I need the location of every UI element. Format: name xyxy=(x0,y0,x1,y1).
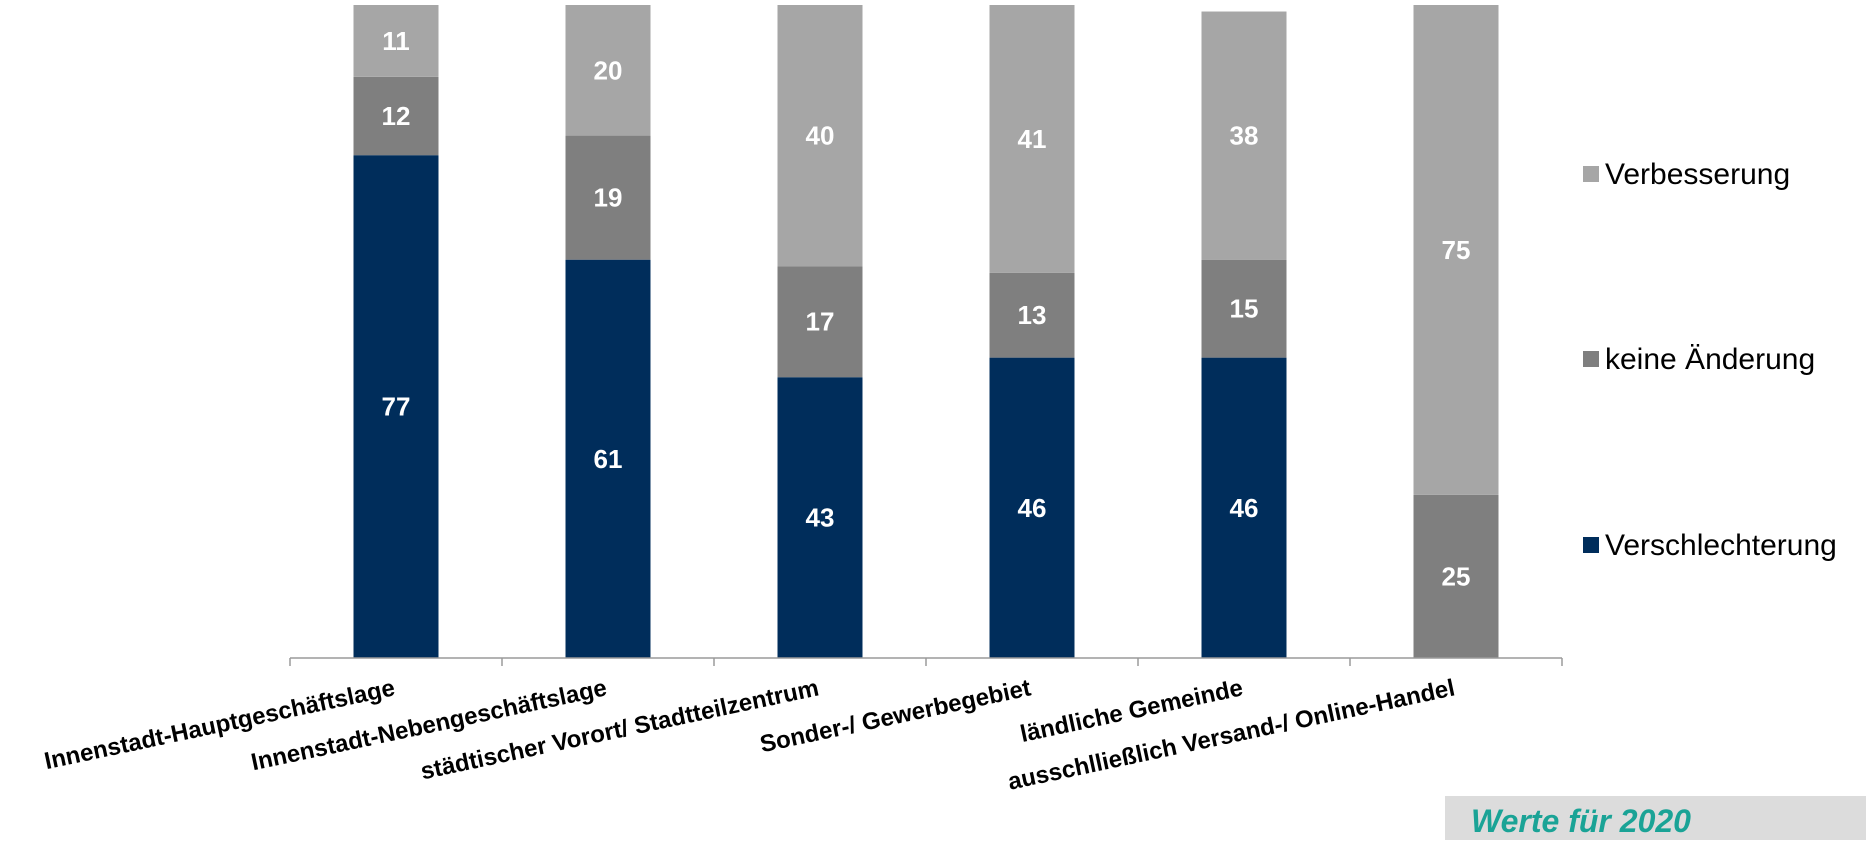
footnote-box: Werte für 2020 xyxy=(1445,796,1866,840)
bar-segment xyxy=(1201,357,1287,658)
x-tick-label: städtischer Vorort/ Stadtteilzentrum xyxy=(418,674,821,785)
data-label: 38 xyxy=(1230,121,1259,151)
data-label: 77 xyxy=(382,392,411,422)
legend-swatch xyxy=(1583,537,1599,553)
legend-label: Verbesserung xyxy=(1605,158,1790,191)
bar-segment xyxy=(565,135,651,260)
data-label: 11 xyxy=(382,26,410,56)
bar-segment xyxy=(353,76,439,156)
data-label: 75 xyxy=(1442,235,1471,265)
data-label: 40 xyxy=(806,121,835,151)
data-label: 12 xyxy=(382,101,411,131)
legend-label: keine Änderung xyxy=(1605,343,1815,376)
bar-segment xyxy=(1201,11,1287,260)
bar-segment xyxy=(565,259,651,658)
legend-swatch xyxy=(1583,166,1599,182)
data-label: 43 xyxy=(806,503,835,533)
legend-swatch xyxy=(1583,351,1599,367)
data-label: 15 xyxy=(1230,294,1259,324)
data-label: 13 xyxy=(1018,300,1047,330)
bar-segment xyxy=(1413,494,1499,658)
data-label: 25 xyxy=(1442,561,1471,591)
bar-segment xyxy=(989,5,1075,273)
bar-segment xyxy=(989,272,1075,358)
data-label: 61 xyxy=(594,444,623,474)
data-label: 46 xyxy=(1018,493,1047,523)
bar-segment xyxy=(1413,5,1499,495)
data-label: 41 xyxy=(1018,124,1047,154)
bar-segment xyxy=(353,155,439,658)
legend-label: Verschlechterung xyxy=(1605,529,1837,562)
data-label: 19 xyxy=(594,183,623,213)
bar-segment xyxy=(353,5,439,77)
bar-segment xyxy=(1201,259,1287,358)
x-tick-label: Innenstadt-Hauptgeschäftslage xyxy=(42,674,397,775)
bar-segment xyxy=(777,266,863,378)
data-label: 20 xyxy=(594,55,623,85)
bar-segment xyxy=(777,377,863,658)
bar-segment xyxy=(565,5,651,136)
bar-segment xyxy=(777,5,863,267)
data-label: 46 xyxy=(1230,493,1259,523)
data-label: 17 xyxy=(806,307,835,337)
bar-segment xyxy=(989,357,1075,658)
footnote-text: Werte für 2020 xyxy=(1471,803,1691,839)
